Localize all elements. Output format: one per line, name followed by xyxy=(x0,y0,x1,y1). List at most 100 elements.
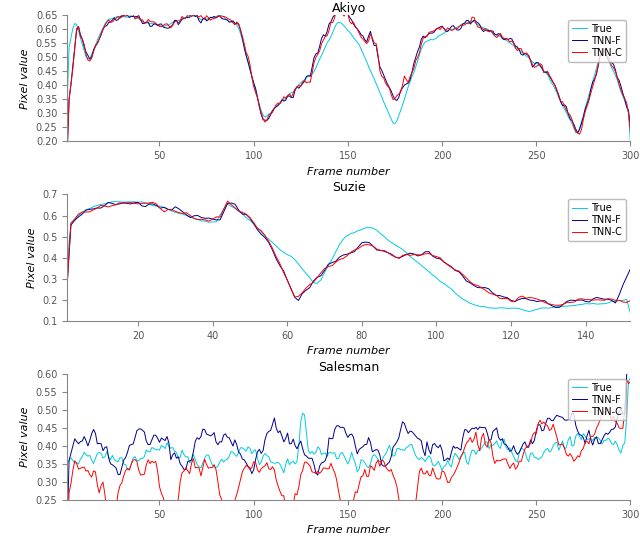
Line: TNN-F: TNN-F xyxy=(67,340,630,527)
True xyxy=(410,70,418,76)
True xyxy=(627,375,634,381)
TNN-F xyxy=(627,266,634,272)
TNN-F xyxy=(410,60,418,67)
True xyxy=(112,198,120,205)
TNN-C xyxy=(401,73,408,79)
Line: TNN-C: TNN-C xyxy=(67,379,630,539)
TNN-F xyxy=(82,207,90,213)
True xyxy=(399,446,406,453)
TNN-C xyxy=(540,69,548,75)
TNN-F xyxy=(337,3,344,10)
TNN-F xyxy=(627,337,634,343)
True xyxy=(540,67,548,74)
TNN-C xyxy=(552,302,559,308)
X-axis label: Frame number: Frame number xyxy=(307,167,390,177)
Legend: True, TNN-F, TNN-C: True, TNN-F, TNN-C xyxy=(568,20,625,61)
True xyxy=(261,232,269,239)
TNN-F xyxy=(397,426,404,433)
TNN-F xyxy=(540,69,548,75)
TNN-F xyxy=(399,419,406,425)
True xyxy=(63,461,71,467)
TNN-F xyxy=(401,82,408,88)
Y-axis label: Pixel value: Pixel value xyxy=(20,407,30,467)
True xyxy=(209,219,216,225)
TNN-C xyxy=(63,151,71,157)
TNN-C xyxy=(627,128,634,135)
TNN-F xyxy=(576,126,584,133)
X-axis label: Frame number: Frame number xyxy=(307,346,390,356)
TNN-C xyxy=(538,420,546,427)
True xyxy=(280,469,287,476)
TNN-C xyxy=(410,65,418,72)
True xyxy=(540,449,548,455)
TNN-C xyxy=(65,96,73,102)
TNN-F xyxy=(153,203,161,209)
TNN-C xyxy=(623,376,630,383)
True xyxy=(410,447,418,454)
TNN-C xyxy=(397,505,404,511)
TNN-F xyxy=(134,199,142,205)
TNN-C xyxy=(444,261,451,268)
True xyxy=(401,447,408,454)
TNN-C xyxy=(408,502,416,509)
TNN-F xyxy=(63,524,71,530)
TNN-F xyxy=(433,255,440,261)
TNN-C xyxy=(399,507,406,513)
Y-axis label: Pixel value: Pixel value xyxy=(26,227,36,288)
TNN-C xyxy=(576,131,584,137)
TNN-F xyxy=(63,148,71,155)
True xyxy=(63,260,71,267)
X-axis label: Frame number: Frame number xyxy=(307,526,390,535)
Title: Suzie: Suzie xyxy=(332,182,365,195)
TNN-F xyxy=(408,429,416,435)
True xyxy=(433,274,440,281)
TNN-C xyxy=(335,5,342,11)
Line: True: True xyxy=(67,378,630,473)
True xyxy=(65,457,73,464)
Legend: True, TNN-F, TNN-C: True, TNN-F, TNN-C xyxy=(568,379,625,420)
TNN-C xyxy=(627,378,634,385)
TNN-C xyxy=(82,209,90,215)
True xyxy=(399,102,406,108)
TNN-F xyxy=(552,304,559,310)
TNN-C xyxy=(205,218,212,224)
True xyxy=(65,44,73,51)
TNN-F xyxy=(538,427,546,434)
True xyxy=(576,126,584,133)
True xyxy=(401,96,408,102)
Line: TNN-F: TNN-F xyxy=(67,202,630,307)
Line: TNN-C: TNN-C xyxy=(67,201,630,305)
TNN-F xyxy=(65,457,73,464)
True xyxy=(216,11,223,18)
Line: True: True xyxy=(67,15,630,143)
Y-axis label: Pixel value: Pixel value xyxy=(20,48,30,108)
TNN-F xyxy=(399,85,406,91)
Line: TNN-F: TNN-F xyxy=(67,6,630,151)
TNN-C xyxy=(63,280,71,287)
TNN-F xyxy=(65,96,73,102)
TNN-F xyxy=(261,234,269,241)
True xyxy=(444,283,451,289)
TNN-C xyxy=(149,199,157,205)
True xyxy=(153,203,161,209)
TNN-C xyxy=(574,453,582,459)
TNN-F xyxy=(63,281,71,287)
TNN-C xyxy=(65,490,73,496)
TNN-C xyxy=(261,232,269,239)
TNN-C xyxy=(433,253,440,260)
True xyxy=(82,206,90,213)
TNN-F xyxy=(209,216,216,222)
True xyxy=(63,98,71,104)
Title: Salesman: Salesman xyxy=(318,361,380,374)
True xyxy=(627,310,634,316)
True xyxy=(576,433,584,440)
TNN-F xyxy=(444,261,451,268)
Legend: True, TNN-F, TNN-C: True, TNN-F, TNN-C xyxy=(568,199,625,241)
TNN-F xyxy=(574,428,582,434)
Line: True: True xyxy=(67,202,630,313)
Line: TNN-C: TNN-C xyxy=(67,8,630,154)
TNN-F xyxy=(627,125,634,132)
TNN-C xyxy=(627,298,634,304)
True xyxy=(627,140,634,146)
TNN-C xyxy=(399,82,406,88)
